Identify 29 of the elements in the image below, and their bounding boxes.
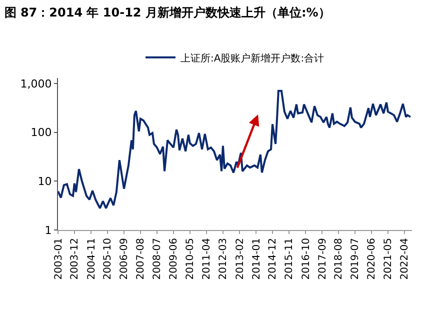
x-tick-label: 2016-10 <box>300 238 312 280</box>
y-tick-label: 10 <box>38 175 52 188</box>
x-tick-label: 2020-06 <box>366 238 378 280</box>
x-tick-label: 2014-12 <box>268 238 279 280</box>
x-tick-label: 2007-08 <box>136 238 147 280</box>
legend-label: 上证所:A股账户新增开户数:合计 <box>180 52 324 64</box>
x-tick-label: 2005-10 <box>102 238 114 280</box>
x-tick-label: 2015-11 <box>284 238 296 280</box>
x-tick-label: 2021-05 <box>383 238 394 280</box>
y-tick-label: 100 <box>30 126 52 140</box>
x-tick-label: 2003-01 <box>53 238 64 280</box>
x-tick-label: 2013-02 <box>234 238 246 280</box>
x-tick-label: 2006-09 <box>119 238 130 280</box>
x-tick-label: 2019-07 <box>350 238 362 280</box>
y-tick-label: 1 <box>44 224 52 237</box>
x-tick-label: 2012-03 <box>218 238 230 280</box>
x-tick-label: 2010-05 <box>185 238 196 280</box>
x-tick-label: 2004-11 <box>86 238 98 280</box>
x-tick-label: 2003-12 <box>70 238 81 280</box>
line-series <box>58 90 412 210</box>
x-tick-label: 2018-08 <box>334 238 345 280</box>
x-tick-label: 2011-04 <box>202 238 213 280</box>
x-tick-label: 2022-04 <box>400 238 411 280</box>
y-tick-label: 1,000 <box>20 77 52 90</box>
chart-title: 图 87：2014 年 10-12 月新增开户数快速上升（单位:%） <box>4 6 330 20</box>
x-tick-label: 2014-01 <box>251 238 262 280</box>
x-tick-label: 2009-06 <box>168 238 180 280</box>
x-tick-label: 2017-09 <box>317 238 328 280</box>
x-tick-label: 2008-07 <box>152 238 164 280</box>
